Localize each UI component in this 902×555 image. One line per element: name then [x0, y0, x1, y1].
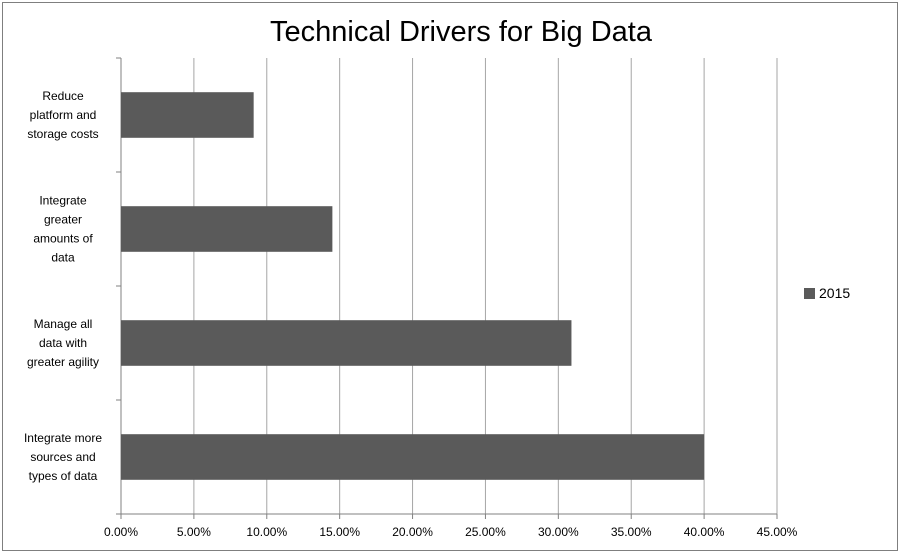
x-tick-label: 10.00% [246, 525, 287, 539]
bar-chart: Technical Drivers for Big Data 0.00% 5.00… [24, 16, 850, 539]
bar [121, 320, 572, 366]
x-tick-label: 35.00% [611, 525, 652, 539]
bar [121, 92, 254, 138]
category-labels: Reduce platform and storage costs Integrate… [24, 89, 102, 483]
legend: 2015 [804, 285, 850, 301]
category-label: Reduce platform and storage costs [27, 89, 98, 141]
x-tick-labels: 0.00% 5.00% 10.00% 15.00% 20.00% 25.00% 30.00%… [104, 525, 798, 539]
x-tick-label: 25.00% [465, 525, 506, 539]
gridlines [193, 58, 778, 514]
legend-label-2015: 2015 [819, 285, 850, 301]
x-tick-label: 20.00% [392, 525, 433, 539]
x-tick-label: 30.00% [538, 525, 579, 539]
bar [121, 206, 333, 252]
category-label: Integrate more sources and types of data [24, 431, 102, 483]
bars [121, 92, 705, 480]
bar [121, 434, 705, 480]
x-tick-label: 5.00% [177, 525, 211, 539]
category-label: Integrate greater amounts of data [33, 194, 93, 265]
x-tick-label: 45.00% [757, 525, 798, 539]
x-tick-label: 0.00% [104, 525, 138, 539]
category-label: Manage all data with greater agility [27, 317, 99, 369]
x-tick-label: 40.00% [684, 525, 725, 539]
legend-swatch-2015 [804, 288, 815, 299]
x-tick-label: 15.00% [319, 525, 360, 539]
chart-title: Technical Drivers for Big Data [270, 16, 653, 48]
